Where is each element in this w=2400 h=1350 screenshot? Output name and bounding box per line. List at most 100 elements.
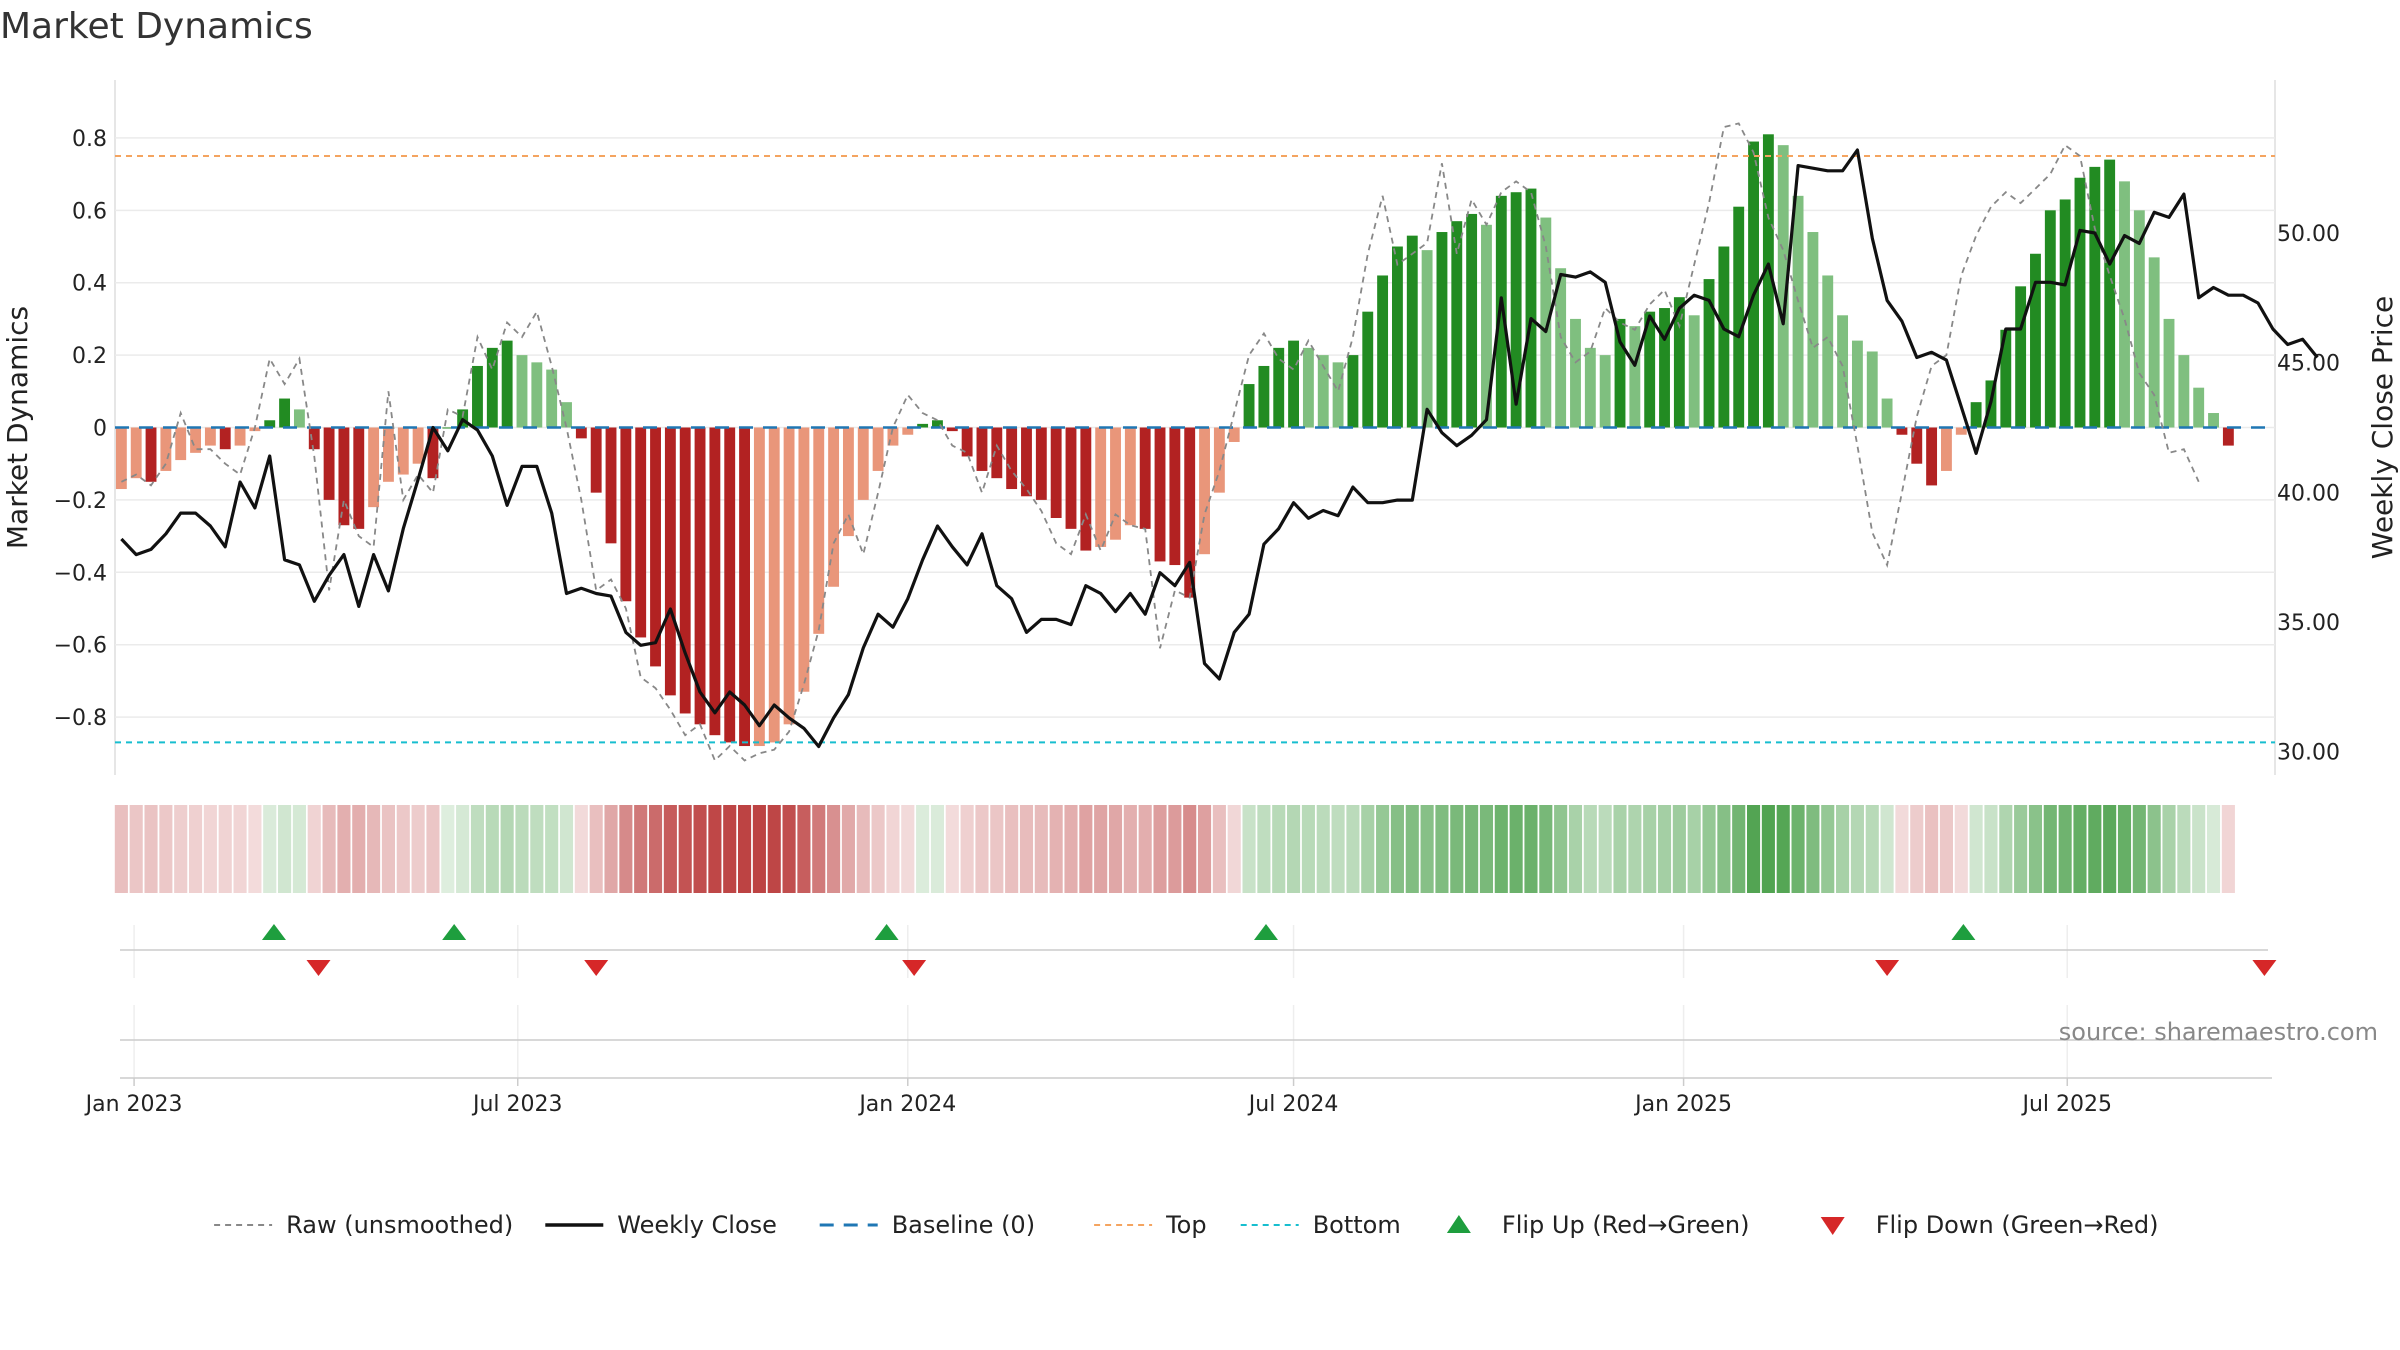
dynamics-bar (264, 420, 276, 428)
heat-cell (812, 805, 826, 893)
legend-label: Flip Up (Red→Green) (1502, 1211, 1750, 1239)
heat-cell (2221, 805, 2235, 893)
heat-cell (1494, 805, 1508, 893)
heat-cell (1895, 805, 1909, 893)
dynamics-bar (724, 427, 736, 743)
heat-cell (263, 805, 277, 893)
dynamics-bar (650, 427, 661, 667)
heat-cell (1999, 805, 2013, 893)
dynamics-bar (2163, 318, 2175, 428)
dynamics-bar (1213, 427, 1225, 493)
dynamics-bar (486, 347, 498, 428)
dynamics-bar (1762, 134, 1774, 428)
dynamics-bar (383, 427, 394, 482)
dynamics-bar (857, 427, 869, 500)
heat-cell (2162, 805, 2176, 893)
heat-cell (738, 805, 752, 893)
dynamics-bar (1955, 427, 1967, 435)
heat-cell (174, 805, 188, 893)
heat-cell (322, 805, 336, 893)
dynamics-bar (1866, 351, 1878, 428)
heat-cell (2088, 805, 2102, 893)
heat-cell (723, 805, 737, 893)
heat-cell (708, 805, 722, 893)
heat-cell (1732, 805, 1746, 893)
heat-cell (1376, 805, 1390, 893)
dynamics-bar (813, 427, 825, 634)
dynamics-bar (2178, 355, 2190, 428)
heat-cell (1836, 805, 1850, 893)
heat-cell (381, 805, 395, 893)
dynamics-bar (679, 427, 691, 714)
dynamics-bar (1184, 427, 1196, 598)
dynamics-bar (917, 423, 929, 428)
dynamics-bar (902, 427, 914, 435)
heat-cell (648, 805, 663, 893)
heat-cell (1865, 805, 1879, 893)
dynamics-bar (753, 427, 765, 747)
dynamics-bar (1614, 318, 1626, 428)
dynamics-bar (516, 355, 528, 428)
heat-cell (485, 805, 499, 893)
y-tick-label: −0.6 (54, 634, 107, 659)
heat-cell (1613, 805, 1627, 893)
weekly-close-line (120, 148, 2319, 749)
heat-cell (500, 805, 514, 893)
heat-cell (1212, 805, 1226, 893)
dynamics-bar (338, 427, 350, 526)
heat-cell (767, 805, 781, 893)
heat-cell (545, 805, 559, 893)
heat-cell (292, 805, 306, 893)
heat-cell (1969, 805, 1983, 893)
heat-cell (1242, 805, 1256, 893)
dynamics-bar (2148, 257, 2160, 428)
dynamics-bar (1332, 362, 1344, 428)
legend-label: Baseline (0) (892, 1211, 1035, 1239)
dynamics-bar (783, 427, 795, 725)
dynamics-bar (605, 427, 617, 544)
heat-cell (2043, 805, 2057, 893)
dynamics-bar (308, 427, 320, 450)
dynamics-bar (1466, 213, 1478, 428)
heat-cell (2206, 805, 2221, 893)
dynamics-bar (1110, 427, 1121, 540)
dynamics-bar (709, 427, 721, 736)
dynamics-bar (1970, 402, 1982, 428)
heat-cell (2058, 805, 2072, 893)
heat-cell (1064, 805, 1078, 893)
heat-cell (218, 805, 232, 893)
flip-down-marker (1875, 960, 1900, 976)
dynamics-bar (961, 427, 973, 457)
heat-cell (1435, 805, 1449, 893)
heat-cell (1257, 805, 1271, 893)
y-tick-label: −0.2 (54, 489, 107, 514)
dynamics-bar (1495, 195, 1507, 428)
dynamics-bar (130, 427, 142, 479)
legend-label: Flip Down (Green→Red) (1876, 1211, 2159, 1239)
heat-cell (634, 805, 648, 893)
flip-up-marker (1951, 924, 1976, 940)
dynamics-bar (1570, 318, 1581, 428)
heat-cell (1138, 805, 1152, 893)
heat-cell (1168, 805, 1182, 893)
heat-cell (1821, 805, 1835, 893)
dynamics-bar (1807, 232, 1819, 428)
dynamics-bar (664, 427, 676, 696)
heat-cell (1687, 805, 1701, 893)
heat-cell (1628, 805, 1642, 893)
flip-down-marker (306, 960, 331, 976)
heat-cell (1880, 805, 1894, 893)
heat-cell (841, 805, 855, 893)
dynamics-bar (976, 427, 988, 471)
heat-cell (1123, 805, 1137, 893)
heat-cell (1776, 805, 1790, 893)
heat-cell (1450, 805, 1464, 893)
heat-cell (1420, 805, 1434, 893)
heat-cell (1702, 805, 1716, 893)
legend-flip-down-swatch (1820, 1217, 1845, 1235)
heat-cell (693, 805, 707, 893)
dynamics-bar (1792, 195, 1804, 428)
heat-cell (114, 805, 128, 893)
heat-cell (1034, 805, 1048, 893)
